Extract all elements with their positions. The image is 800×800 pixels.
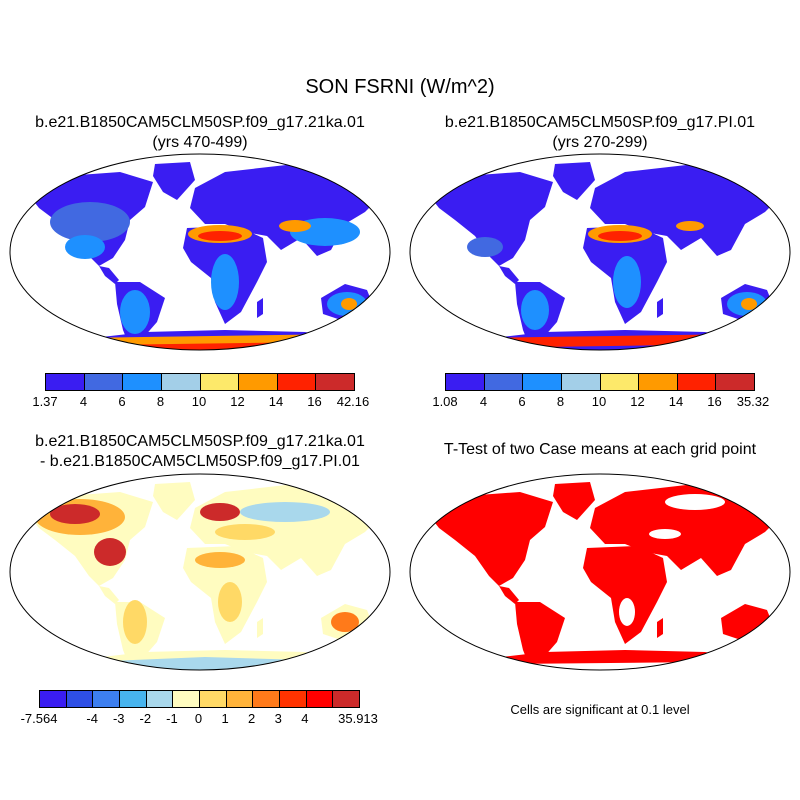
panel3-title: b.e21.B1850CAM5CLM50SP.f09_g17.21ka.01 -… (0, 432, 400, 472)
colorbar-label: 12 (630, 394, 645, 409)
significance-note: Cells are significant at 0.1 level (510, 702, 690, 717)
map-21ka (9, 153, 391, 351)
panel4-title: T-Test of two Case means at each grid po… (400, 440, 800, 460)
colorbar-label: 35.913 (338, 711, 378, 726)
panel3-title-line1: b.e21.B1850CAM5CLM50SP.f09_g17.21ka.01 (35, 433, 365, 450)
colorbar-label: 16 (707, 394, 722, 409)
colorbar-label: 4 (301, 711, 309, 726)
colorbar-box (173, 691, 201, 707)
colorbar-label: -2 (139, 711, 152, 726)
panel2-title: b.e21.B1850CAM5CLM50SP.f09_g17.PI.01 (yr… (400, 113, 800, 153)
colorbar-label: 6 (518, 394, 526, 409)
colorbar-box (200, 374, 240, 390)
colorbar-box (446, 374, 485, 390)
panel1-title-line2: (yrs 470-499) (152, 134, 248, 151)
colorbar-label: 12 (230, 394, 245, 409)
panel2-title-line1: b.e21.B1850CAM5CLM50SP.f09_g17.PI.01 (444, 114, 756, 131)
colorbar-box (639, 374, 678, 390)
colorbar-box (226, 691, 254, 707)
panel3-title-line2: - b.e21.B1850CAM5CLM50SP.f09_g17.PI.01 (40, 453, 360, 470)
colorbar-box (600, 374, 640, 390)
panel1-title: b.e21.B1850CAM5CLM50SP.f09_g17.21ka.01 (… (0, 113, 400, 153)
colorbar-21ka (45, 373, 355, 391)
panel2-title-line2: (yrs 270-299) (552, 134, 648, 151)
colorbar-label: 14 (668, 394, 684, 409)
colorbar-label: 1.37 (32, 394, 58, 409)
colorbar-label: 10 (191, 394, 207, 409)
colorbar-label: 1 (221, 711, 229, 726)
colorbar-label: 4 (79, 394, 88, 409)
colorbar-label: 42.16 (336, 394, 370, 409)
colorbar-box (253, 691, 281, 707)
colorbar-box (561, 374, 601, 390)
colorbar-label: -7.564 (20, 711, 58, 726)
colorbar-box (93, 691, 121, 707)
colorbar-label: 8 (156, 394, 165, 409)
colorbar-box (333, 691, 360, 707)
colorbar-label: 3 (274, 711, 282, 726)
colorbar-box (161, 374, 201, 390)
colorbar-box (40, 691, 67, 707)
colorbar-label: 8 (556, 394, 565, 409)
colorbar-box (677, 374, 717, 390)
colorbar-box (484, 374, 524, 390)
colorbar-label: 35.32 (736, 394, 770, 409)
colorbar-pi (445, 373, 755, 391)
figure-title: SON FSRNI (W/m^2) (305, 76, 495, 98)
map-pi (409, 153, 791, 351)
colorbar-label: 2 (248, 711, 256, 726)
colorbar-difference (39, 690, 360, 708)
colorbar-label: -3 (112, 711, 125, 726)
colorbar-box (523, 374, 562, 390)
colorbar-label: 0 (194, 711, 203, 726)
colorbar-box (84, 374, 124, 390)
colorbar-label: 4 (479, 394, 488, 409)
colorbar-label: 14 (268, 394, 284, 409)
map-ttest-significance (409, 473, 791, 671)
colorbar-label: 1.08 (432, 394, 458, 409)
colorbar-box (200, 691, 227, 707)
colorbar-box (66, 691, 94, 707)
colorbar-label: -1 (166, 711, 178, 726)
map-difference (9, 473, 391, 671)
colorbar-box (239, 374, 278, 390)
colorbar-box (316, 374, 354, 390)
panel4-title-line1: T-Test of two Case means at each grid po… (443, 441, 757, 458)
colorbar-box (123, 374, 162, 390)
colorbar-box (716, 374, 754, 390)
colorbar-box (280, 691, 307, 707)
colorbar-box (306, 691, 334, 707)
colorbar-label: -4 (86, 711, 98, 726)
colorbar-box (277, 374, 317, 390)
colorbar-box (46, 374, 85, 390)
colorbar-box (120, 691, 147, 707)
colorbar-label: 16 (307, 394, 322, 409)
land-detail (50, 202, 367, 350)
panel1-title-line1: b.e21.B1850CAM5CLM50SP.f09_g17.21ka.01 (35, 114, 365, 131)
colorbar-label: 10 (591, 394, 607, 409)
colorbar-label: 6 (118, 394, 126, 409)
colorbar-box (146, 691, 174, 707)
